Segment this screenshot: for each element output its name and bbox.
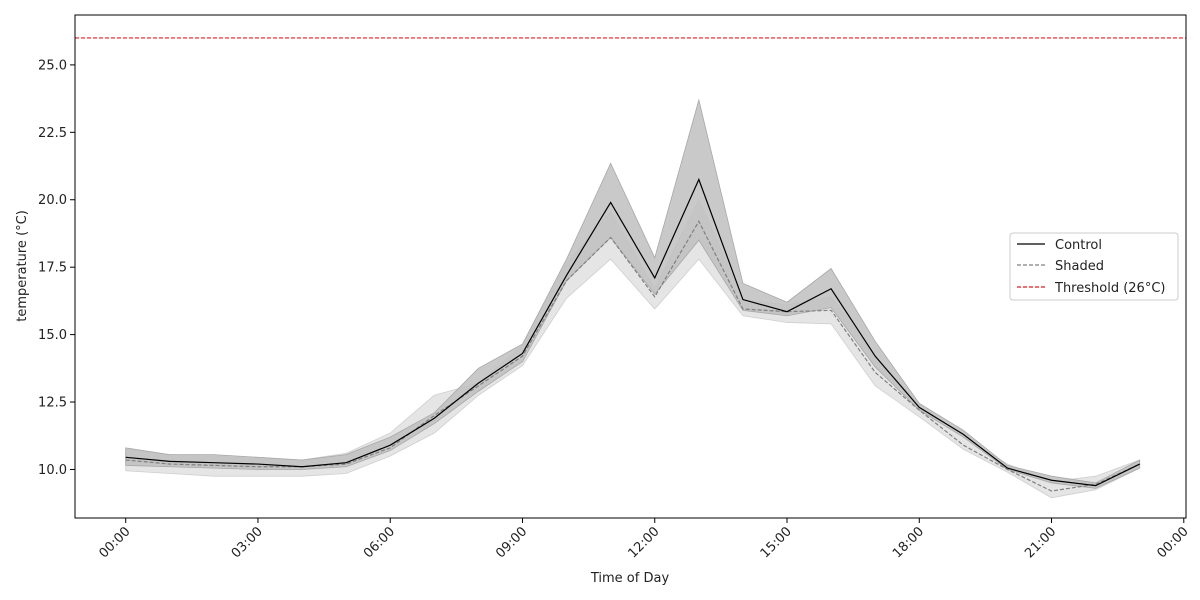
x-axis-label: Time of Day [590,571,670,586]
y-tick-label: 22.5 [38,126,67,141]
x-tick-label: 12:00 [625,524,662,561]
x-tick-label: 00:00 [96,524,133,561]
legend: Control Shaded Threshold (26°C) [1009,232,1179,301]
y-tick-label: 17.5 [38,261,67,276]
legend-label-control: Control [1055,238,1102,253]
line-control [125,177,1140,487]
y-tick-label: 15.0 [38,328,67,343]
x-tick-label: 15:00 [758,524,795,561]
x-tick-label: 09:00 [493,524,530,561]
x-tick-label: 03:00 [229,524,266,561]
x-axis-ticks: 00:00 03:00 06:00 09:00 12:00 15:00 18:00 21:00… [96,518,1192,561]
confidence-bands [125,98,1141,499]
x-tick-label: 18:00 [890,524,927,561]
x-tick-label: 21:00 [1022,524,1059,561]
y-tick-label: 25.0 [38,58,67,73]
plot-frame [74,14,1187,519]
legend-label-shaded: Shaded [1055,259,1104,274]
y-tick-label: 10.0 [38,463,67,478]
band-control [125,98,1141,489]
y-axis-label: temperature (°C) [15,210,30,322]
y-tick-label: 20.0 [38,193,67,208]
y-tick-label: 12.5 [38,396,67,411]
x-tick-label: 06:00 [361,524,398,561]
y-axis-ticks: 10.0 12.5 15.0 17.5 20.0 22.5 25.0 [38,58,75,478]
legend-label-threshold: Threshold (26°C) [1054,281,1165,296]
x-tick-label: 00:00 [1155,524,1192,561]
legend-box [1009,232,1179,301]
series-lines [125,177,1140,492]
